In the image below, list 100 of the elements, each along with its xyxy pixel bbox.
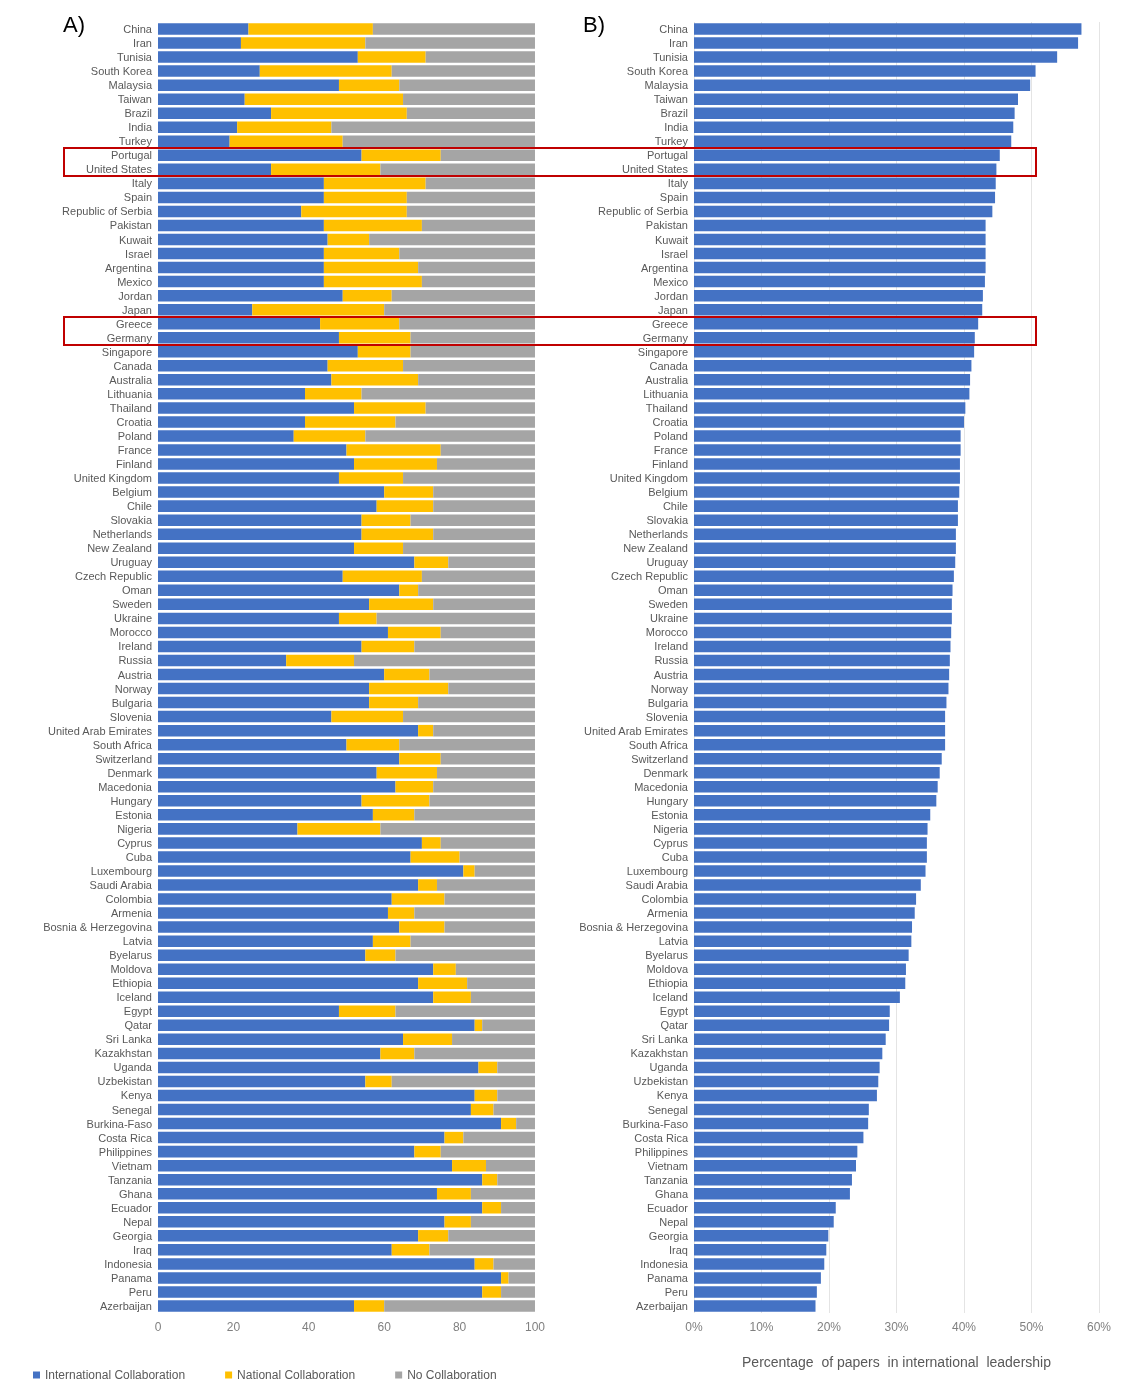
y-tick-label: Pakistan xyxy=(109,219,152,232)
bar xyxy=(158,752,400,765)
bar xyxy=(694,303,983,316)
y-tick-label: Hungary xyxy=(110,794,153,807)
y-tick-label: China xyxy=(659,23,689,36)
y-tick-label: Iceland xyxy=(116,991,152,1004)
bar xyxy=(403,710,535,723)
bar xyxy=(361,388,535,400)
y-tick-label: Qatar xyxy=(660,1019,689,1032)
bar xyxy=(158,598,370,611)
bar xyxy=(440,149,535,162)
bar xyxy=(694,907,915,919)
bar xyxy=(395,781,434,793)
y-tick-label: Belgium xyxy=(112,486,152,499)
y-tick-label: South Korea xyxy=(90,65,153,78)
bar xyxy=(421,570,535,583)
bar xyxy=(158,1272,502,1284)
bar xyxy=(158,991,434,1004)
bar xyxy=(694,416,964,428)
y-tick-label: Moldova xyxy=(646,963,689,976)
y-tick-label: Finland xyxy=(115,458,152,471)
bar xyxy=(320,317,400,330)
bar xyxy=(158,219,324,232)
bar xyxy=(694,1159,856,1172)
y-tick-label: Japan xyxy=(658,303,688,316)
y-tick-label: Indonesia xyxy=(640,1257,689,1270)
bar xyxy=(414,1145,441,1158)
y-tick-label: Uruguay xyxy=(110,556,153,569)
bar xyxy=(694,121,1014,133)
bar xyxy=(694,177,996,190)
y-tick-label: Latvia xyxy=(122,935,153,948)
x-tick-label: 30% xyxy=(884,1320,909,1334)
bar xyxy=(497,1089,535,1102)
bar xyxy=(694,710,946,723)
y-tick-label: Slovakia xyxy=(110,514,153,527)
bar xyxy=(433,500,535,512)
y-tick-label: Australia xyxy=(109,373,153,386)
bar xyxy=(694,528,956,540)
bar xyxy=(158,851,411,863)
bar xyxy=(158,837,422,849)
y-tick-label: Turkey xyxy=(118,135,153,148)
bar xyxy=(158,696,370,709)
bar xyxy=(384,668,430,681)
bar xyxy=(158,893,392,905)
bar xyxy=(694,275,985,288)
y-tick-label: Lithuania xyxy=(107,387,153,400)
bar xyxy=(158,1145,415,1158)
bar xyxy=(433,781,535,793)
y-tick-label: Kuwait xyxy=(654,233,688,246)
y-tick-label: Peru xyxy=(128,1285,152,1298)
bar xyxy=(338,1005,396,1018)
bar xyxy=(436,879,535,891)
bar xyxy=(508,1272,535,1284)
bar xyxy=(395,1005,535,1018)
bar xyxy=(694,781,938,793)
bar xyxy=(384,1300,535,1312)
bar xyxy=(694,149,1000,162)
bar xyxy=(399,584,419,597)
bar xyxy=(248,23,373,35)
bar xyxy=(436,766,535,779)
x-tick-label: 20% xyxy=(816,1320,842,1334)
bar xyxy=(158,233,328,246)
bar xyxy=(323,177,426,190)
bar xyxy=(694,1145,858,1158)
bar xyxy=(694,935,912,947)
bar xyxy=(694,402,966,414)
bar xyxy=(414,640,535,653)
bar xyxy=(158,500,377,512)
y-tick-label: Ukraine xyxy=(650,612,688,625)
chart-title: B) xyxy=(583,11,605,37)
y-tick-label: Kenya xyxy=(120,1089,153,1102)
y-tick-label: Tunisia xyxy=(116,51,153,64)
y-tick-label: Qatar xyxy=(124,1019,153,1032)
y-tick-label: Cuba xyxy=(661,850,689,863)
bar xyxy=(158,640,362,653)
bar xyxy=(158,1117,502,1130)
bar xyxy=(372,23,535,35)
x-tick-label: 20 xyxy=(226,1320,241,1334)
bar xyxy=(158,528,362,540)
y-tick-label: Saudi Arabia xyxy=(89,879,153,892)
bar xyxy=(403,1033,453,1046)
bar xyxy=(436,1187,471,1200)
y-tick-label: Bulgaria xyxy=(647,696,689,709)
bar xyxy=(694,865,926,877)
bar xyxy=(376,612,535,625)
bar xyxy=(474,865,535,877)
bar xyxy=(403,93,535,105)
bar xyxy=(470,991,535,1004)
bar xyxy=(158,416,306,428)
x-tick-label: 50% xyxy=(1019,1320,1044,1334)
bar xyxy=(158,374,332,386)
bar xyxy=(694,598,952,611)
bar xyxy=(369,233,535,246)
bar xyxy=(357,51,426,63)
bar xyxy=(493,1258,535,1270)
y-tick-label: Luxembourg xyxy=(90,864,152,877)
bar xyxy=(694,626,952,639)
bar xyxy=(414,556,449,569)
y-tick-label: Greece xyxy=(651,317,688,330)
bar xyxy=(433,724,535,737)
